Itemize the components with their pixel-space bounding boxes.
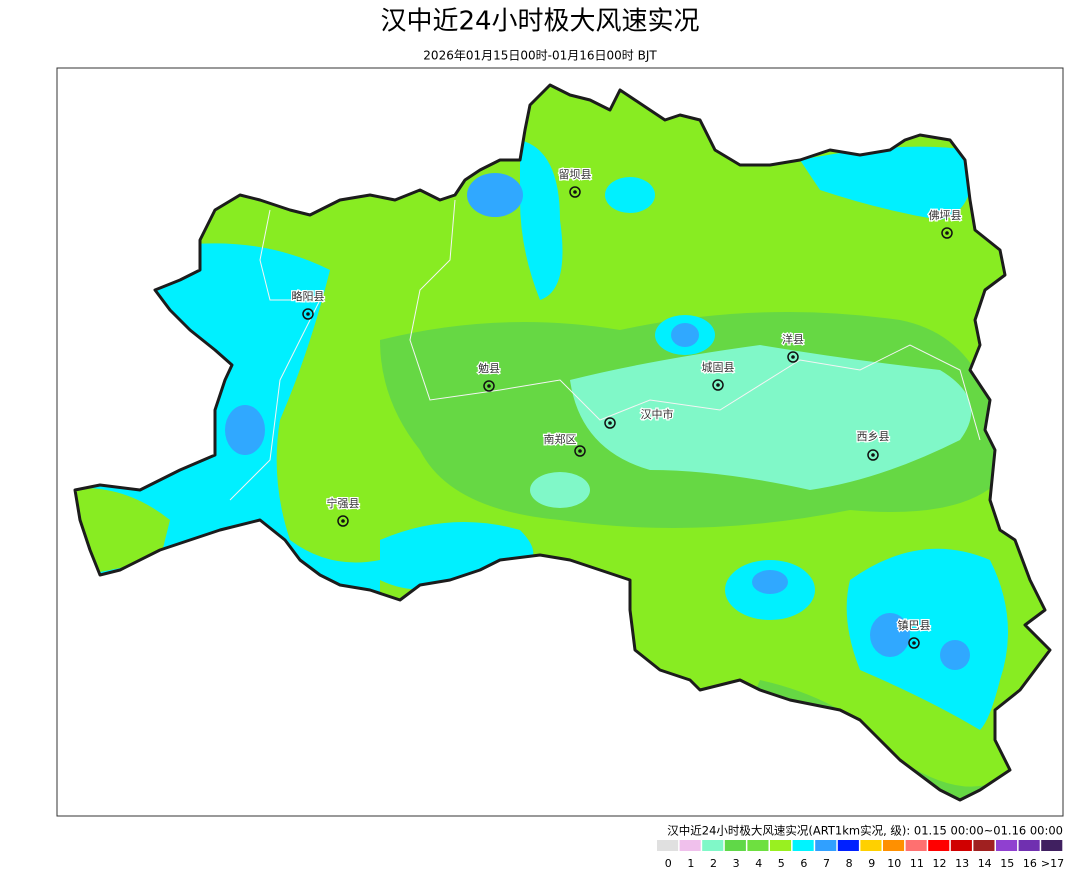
legend-swatch: [837, 840, 859, 851]
city-label: 宁强县: [327, 496, 360, 510]
legend-swatch: [883, 840, 905, 851]
city-marker-ring: [908, 637, 920, 649]
city: 镇巴县: [896, 617, 932, 649]
legend-swatch: [770, 840, 792, 851]
legend-swatch: [905, 840, 927, 851]
city-marker-dot: [341, 519, 345, 523]
legend-swatch: [996, 840, 1018, 851]
city-marker-dot: [716, 383, 720, 387]
legend-swatch: [860, 840, 882, 851]
legend-label: 11: [910, 857, 924, 870]
city-marker-ring: [787, 351, 799, 363]
legend-swatch: [1018, 840, 1040, 851]
legend-label: 16: [1023, 857, 1037, 870]
city-marker-ring: [569, 186, 581, 198]
legend-swatch: [679, 840, 701, 851]
legend-label: 14: [978, 857, 992, 870]
legend-label: 0: [665, 857, 672, 870]
legend-label: 3: [733, 857, 740, 870]
legend-label: 2: [710, 857, 717, 870]
legend-label: 8: [846, 857, 853, 870]
city-marker-ring: [483, 380, 495, 392]
city-label: 汉中市: [641, 407, 674, 421]
city: 城固县: [700, 360, 736, 391]
legend-swatch: [815, 840, 837, 851]
legend-swatch: [950, 840, 972, 851]
legend-label: 4: [755, 857, 762, 870]
legend-swatch: [747, 840, 769, 851]
city: 宁强县: [325, 495, 361, 527]
city-marker-ring: [867, 449, 879, 461]
legend: 0 1 2 3 4 5 6 7 8 9 10 11 12 13 14 15 16 >17: [657, 840, 1064, 870]
legend-label: 5: [778, 857, 785, 870]
city-label: 洋县: [782, 332, 804, 346]
city-label: 西乡县: [857, 430, 890, 443]
legend-label: 9: [868, 857, 875, 870]
legend-label: 1: [687, 857, 694, 870]
city-marker-ring: [337, 515, 349, 527]
legend-swatch: [702, 840, 724, 851]
city: 佛坪县: [927, 208, 963, 239]
city: 略阳县: [290, 288, 326, 320]
city-label: 佛坪县: [929, 209, 962, 222]
city-marker-dot: [945, 231, 949, 235]
city-label: 南郑区: [544, 432, 577, 446]
city: 西乡县: [855, 429, 891, 461]
city-label: 略阳县: [292, 289, 325, 303]
legend-label: 12: [933, 857, 947, 870]
legend-label: 10: [887, 857, 901, 870]
city-label: 镇巴县: [898, 618, 931, 632]
legend-swatch: [792, 840, 814, 851]
city-marker-dot: [578, 449, 582, 453]
city: 洋县: [781, 331, 805, 363]
city-marker-dot: [871, 453, 875, 457]
city-label: 留坝县: [559, 167, 592, 181]
city-marker-ring: [574, 445, 586, 457]
district-borders: [229, 199, 981, 501]
city-label: 勉县: [478, 361, 500, 375]
legend-swatch: [657, 840, 679, 851]
legend-swatch: [724, 840, 746, 851]
city: 汉中市: [604, 406, 675, 429]
city: 南郑区: [542, 431, 586, 457]
city-label: 城固县: [702, 361, 735, 374]
city-marker-ring: [302, 308, 314, 320]
city-marker-dot: [791, 355, 795, 359]
city-marker-dot: [608, 421, 612, 425]
legend-label: 13: [955, 857, 969, 870]
subtitle: 2026年01月15日00时-01月16日00时 BJT: [423, 49, 657, 63]
city-marker-ring: [941, 227, 953, 239]
city: 勉县: [477, 360, 501, 392]
city-marker-dot: [487, 384, 491, 388]
city-marker-ring: [604, 417, 616, 429]
city: 留坝县: [557, 166, 593, 198]
legend-label: 15: [1000, 857, 1014, 870]
title: 汉中近24小时极大风速实况: [380, 7, 699, 37]
legend-swatch: [973, 840, 995, 851]
city-marker-dot: [912, 641, 916, 645]
legend-label: 6: [800, 857, 807, 870]
legend-swatch: [1041, 840, 1063, 851]
city-marker-dot: [306, 312, 310, 316]
legend-title: 汉中近24小时极大风速实况(ART1km实况, 级): 01.15 00:00~…: [667, 824, 1063, 838]
city-marker-dot: [573, 190, 577, 194]
legend-swatch: [928, 840, 950, 851]
region-outline: [73, 83, 1052, 802]
legend-label: 7: [823, 857, 830, 870]
city-marker-ring: [712, 379, 724, 391]
legend-label: >17: [1041, 857, 1064, 870]
